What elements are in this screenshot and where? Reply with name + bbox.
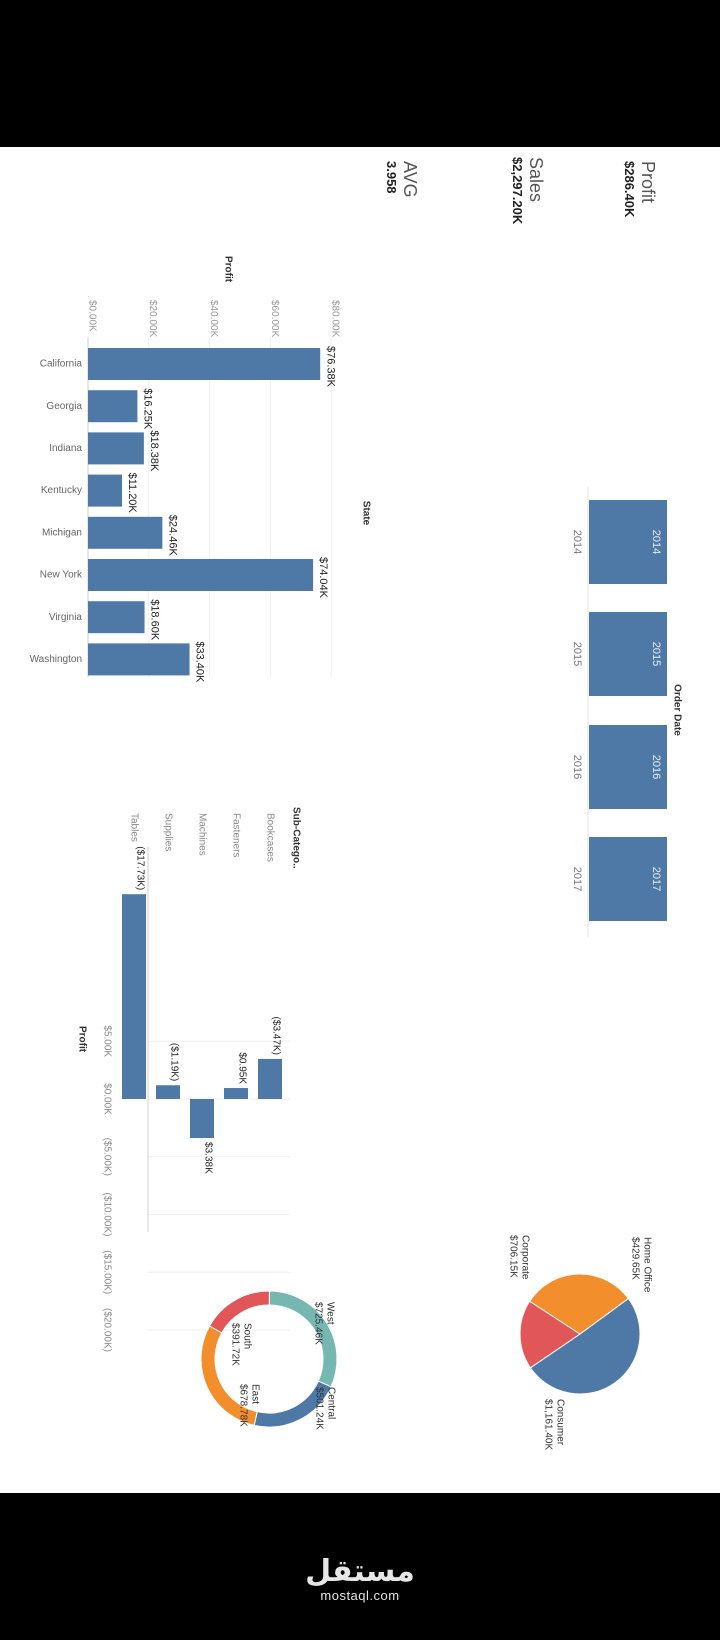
region-donut-name: West [324, 1302, 335, 1325]
order-date-bar-label: 2017 [650, 867, 662, 891]
state-category-label: New York [40, 570, 83, 581]
subcat-category-label: Bookcases [264, 813, 275, 862]
state-tick-label: $40.00K [208, 300, 219, 338]
order-date-tick-label: 2015 [571, 642, 583, 666]
region-donut-slice [268, 1290, 338, 1388]
subcat-axis-title: Sub-Catego.. [290, 807, 301, 869]
state-profit-axis-title: Profit [222, 256, 233, 283]
order-date-bar-label: 2016 [650, 755, 662, 779]
state-tick-label: $60.00K [269, 300, 280, 338]
state-bar [88, 348, 321, 380]
subcat-bar [190, 1099, 214, 1139]
subcat-tick-label: ($10.00K) [101, 1193, 112, 1237]
state-category-label: California [40, 359, 83, 370]
state-bar [88, 559, 314, 591]
segment-pie-name: Home Office [641, 1237, 652, 1293]
watermark-arabic: مستقل [305, 1554, 415, 1589]
segment-pie-value: $1,161.40K [542, 1399, 553, 1450]
subcat-tick-label: $0.00K [101, 1083, 112, 1115]
state-value-label: $24.46K [166, 515, 178, 557]
order-date-tick-label: 2017 [571, 867, 583, 891]
state-value-label: $18.38K [148, 430, 160, 472]
state-category-label: Georgia [46, 401, 82, 412]
subcat-tick-label: ($15.00K) [101, 1250, 112, 1294]
subcat-bar [156, 1085, 180, 1099]
subcat-value-label: $3.38K [202, 1142, 213, 1174]
subcat-value-label: ($17.73K) [134, 846, 145, 890]
segment-pie-slice [529, 1273, 630, 1335]
state-value-label: $16.25K [141, 388, 153, 430]
subcat-tick-label: ($20.00K) [101, 1308, 112, 1352]
segment-pie-value: $706.15K [507, 1235, 518, 1278]
subcat-category-label: Supplies [162, 813, 173, 851]
state-category-label: Indiana [49, 443, 82, 454]
watermark-latin: mostaql.com [320, 1588, 400, 1603]
segment-pie-name: Consumer [554, 1399, 565, 1446]
state-value-label: $11.20K [126, 473, 138, 514]
region-donut-name: Central [325, 1387, 336, 1419]
subcat-bar [224, 1088, 248, 1099]
subcat-tick-label: ($5.00K) [101, 1138, 112, 1176]
order-date-bar [589, 612, 667, 696]
region-donut-value: $391.72K [229, 1323, 240, 1366]
segment-pie-name: Corporate [519, 1235, 530, 1280]
subcat-tick-label: $5.00K [101, 1025, 112, 1057]
state-bar [88, 432, 144, 465]
segment-pie-slice [519, 1300, 581, 1369]
subcat-value-label: ($3.47K) [270, 1017, 281, 1055]
state-axis-title: State [360, 501, 371, 526]
state-bar [88, 643, 190, 676]
dashboard-panel: Profit $286.40K Sales $2,297.20K AVG 3.9… [0, 147, 720, 1493]
state-tick-label: $80.00K [330, 300, 341, 338]
region-donut-value: $725.46K [312, 1302, 323, 1345]
order-date-tick-label: 2014 [571, 530, 583, 554]
segment-pie-value: $429.65K [629, 1237, 640, 1280]
order-date-bar-label: 2015 [650, 642, 662, 666]
region-donut-name: East [249, 1384, 260, 1404]
state-tick-label: $0.00K [86, 300, 97, 332]
segment-pie-slice [529, 1297, 641, 1395]
subcat-category-label: Tables [128, 813, 139, 842]
state-category-label: Michigan [42, 527, 82, 538]
state-value-label: $33.40K [194, 641, 206, 683]
state-bar [88, 516, 163, 549]
order-date-bar-label: 2014 [650, 530, 662, 554]
subcat-profit-axis-title: Profit [76, 1026, 87, 1053]
state-value-label: $76.38K [324, 346, 336, 388]
order-date-bar [589, 837, 667, 921]
region-donut-value: $678.78K [237, 1384, 248, 1427]
state-tick-label: $20.00K [147, 300, 158, 338]
subcat-bar [122, 894, 146, 1099]
region-donut-name: South [241, 1323, 252, 1349]
subcat-category-label: Fasteners [230, 813, 241, 857]
state-bar [88, 474, 123, 507]
region-donut-value: $501.24K [313, 1387, 324, 1430]
state-bar [88, 390, 138, 423]
state-category-label: Kentucky [41, 485, 82, 496]
subcat-value-label: $0.95K [236, 1052, 247, 1084]
mostaql-watermark: مستقل mostaql.com [300, 1554, 420, 1604]
state-category-label: Virginia [49, 612, 83, 623]
order-date-axis-title: Order Date [671, 684, 682, 736]
state-value-label: $18.60K [149, 599, 161, 641]
state-value-label: $74.04K [317, 557, 329, 599]
charts-canvas: 2014 2014 2015 2015 2016 2016 2017 2017 Order Da… [30, 256, 683, 1451]
order-date-tick-label: 2016 [571, 755, 583, 779]
order-date-bar [589, 725, 667, 809]
subcat-value-label: ($1.19K) [168, 1043, 179, 1081]
subcat-bar [258, 1058, 282, 1099]
subcat-category-label: Machines [196, 813, 207, 856]
state-bar [88, 601, 145, 634]
state-category-label: Washington [30, 654, 82, 665]
order-date-bar [589, 500, 667, 584]
